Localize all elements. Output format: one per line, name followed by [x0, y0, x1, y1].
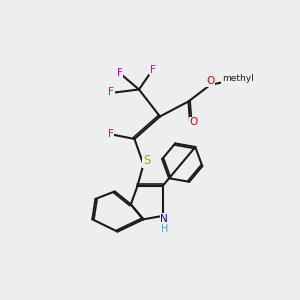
- Text: F: F: [149, 65, 155, 75]
- Text: H: H: [161, 224, 169, 233]
- Text: N: N: [160, 214, 168, 224]
- Text: methyl: methyl: [222, 74, 253, 83]
- Text: O: O: [206, 76, 214, 86]
- Text: S: S: [143, 154, 150, 167]
- Text: F: F: [107, 130, 113, 140]
- Text: O: O: [189, 118, 198, 128]
- Text: F: F: [116, 68, 122, 78]
- Text: F: F: [108, 88, 114, 98]
